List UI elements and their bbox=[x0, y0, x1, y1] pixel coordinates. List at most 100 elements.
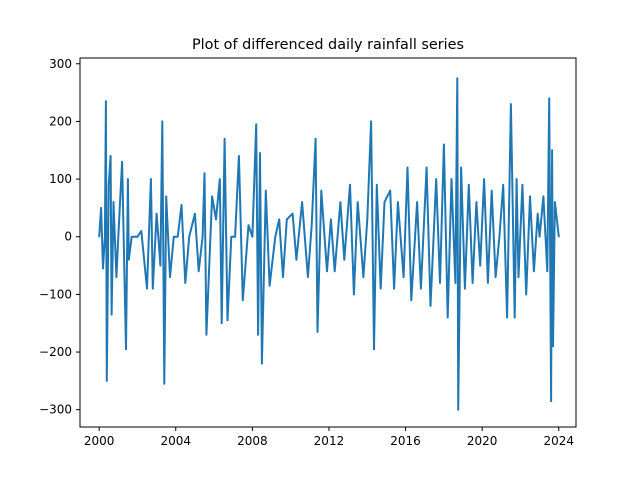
x-tick-label: 2008 bbox=[237, 434, 268, 448]
data-point bbox=[502, 184, 505, 186]
data-point bbox=[106, 380, 108, 382]
data-point bbox=[255, 123, 257, 126]
data-point bbox=[230, 235, 233, 238]
data-point bbox=[278, 218, 281, 221]
data-point bbox=[194, 212, 196, 215]
data-point bbox=[376, 184, 378, 186]
data-point bbox=[339, 201, 342, 203]
data-point bbox=[104, 235, 106, 238]
data-point bbox=[226, 319, 229, 322]
data-point bbox=[454, 282, 457, 284]
y-tick-label: 100 bbox=[49, 172, 72, 186]
data-point bbox=[550, 400, 552, 402]
data-point bbox=[548, 97, 550, 100]
x-tick-label: 2004 bbox=[160, 434, 191, 448]
data-point bbox=[274, 235, 277, 238]
data-point bbox=[150, 178, 152, 180]
x-tick-label: 2012 bbox=[314, 434, 345, 448]
data-point bbox=[173, 235, 175, 238]
x-tick-label: 2016 bbox=[390, 434, 421, 448]
data-point bbox=[379, 287, 382, 290]
data-point bbox=[115, 276, 118, 278]
data-point bbox=[211, 195, 213, 198]
data-point bbox=[487, 282, 489, 284]
y-axis: 300 200 100 0 −100 −200 −300 bbox=[39, 57, 80, 417]
data-point bbox=[110, 313, 113, 316]
series-line bbox=[98, 77, 560, 411]
data-point bbox=[362, 276, 365, 278]
data-point bbox=[286, 218, 288, 221]
data-point bbox=[105, 100, 107, 102]
data-point bbox=[370, 120, 372, 123]
data-point bbox=[333, 270, 336, 273]
data-point bbox=[389, 189, 392, 192]
data-point bbox=[439, 282, 441, 284]
data-point bbox=[197, 270, 200, 273]
data-point bbox=[265, 189, 267, 192]
data-point bbox=[498, 235, 501, 238]
data-point bbox=[268, 284, 271, 287]
data-point bbox=[406, 166, 409, 169]
data-point bbox=[234, 235, 236, 238]
data-point bbox=[307, 276, 309, 278]
data-point bbox=[479, 264, 482, 267]
data-point bbox=[475, 201, 478, 203]
data-point bbox=[525, 293, 527, 296]
data-point bbox=[456, 77, 459, 79]
data-point bbox=[383, 201, 386, 203]
data-point bbox=[558, 235, 560, 238]
data-point bbox=[494, 276, 497, 278]
data-point bbox=[219, 178, 221, 180]
chart-title: Plot of differenced daily rainfall serie… bbox=[192, 37, 464, 53]
data-point bbox=[353, 293, 355, 296]
data-point bbox=[554, 201, 556, 203]
axes-frame bbox=[79, 57, 577, 428]
data-point bbox=[176, 235, 179, 238]
data-point bbox=[538, 235, 541, 238]
data-point bbox=[257, 334, 259, 336]
data-point bbox=[180, 204, 183, 206]
data-point bbox=[201, 235, 204, 238]
data-point bbox=[107, 184, 110, 186]
data-point bbox=[130, 235, 133, 238]
data-point bbox=[410, 299, 413, 302]
data-point bbox=[443, 143, 445, 146]
data-point bbox=[261, 362, 263, 365]
data-point bbox=[529, 195, 531, 198]
data-point bbox=[349, 184, 351, 186]
data-point bbox=[513, 316, 516, 319]
data-point bbox=[510, 103, 512, 105]
data-point bbox=[356, 201, 359, 203]
data-point bbox=[420, 287, 422, 290]
data-point bbox=[316, 331, 319, 333]
data-point bbox=[330, 218, 332, 221]
data-point bbox=[117, 235, 120, 238]
data-point bbox=[215, 218, 217, 221]
data-point bbox=[343, 259, 346, 261]
data-point bbox=[220, 322, 223, 325]
data-point bbox=[205, 334, 208, 336]
data-point bbox=[450, 178, 453, 180]
data-point bbox=[125, 348, 127, 351]
data-point bbox=[155, 212, 158, 215]
data-point bbox=[425, 166, 428, 169]
data-point bbox=[393, 287, 395, 290]
data-point bbox=[112, 201, 115, 203]
data-point bbox=[152, 287, 154, 290]
data-point bbox=[471, 282, 474, 284]
x-tick-label: 2024 bbox=[543, 434, 574, 448]
data-point bbox=[259, 152, 261, 154]
data-point bbox=[521, 184, 524, 186]
data-point bbox=[416, 201, 418, 203]
data-point bbox=[460, 166, 462, 169]
data-point bbox=[165, 195, 167, 198]
data-point bbox=[457, 408, 460, 411]
data-point bbox=[435, 178, 438, 180]
data-point bbox=[542, 195, 545, 198]
data-point bbox=[159, 264, 162, 267]
data-point bbox=[109, 155, 112, 157]
data-point bbox=[140, 230, 143, 232]
data-point bbox=[310, 224, 313, 226]
